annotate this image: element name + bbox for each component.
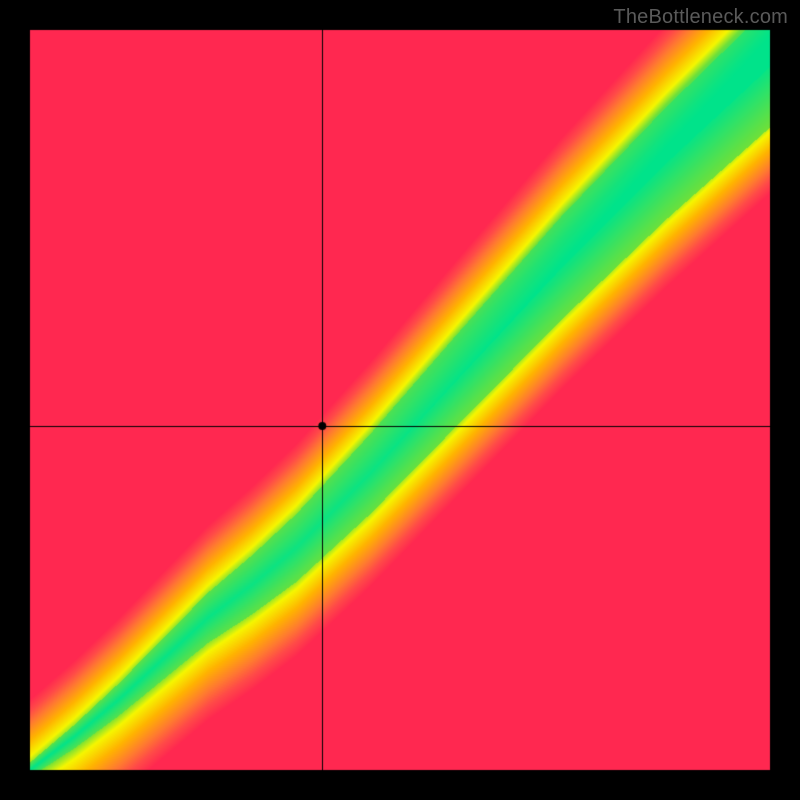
- heatmap-canvas: [0, 0, 800, 800]
- chart-container: TheBottleneck.com: [0, 0, 800, 800]
- watermark-text: TheBottleneck.com: [613, 6, 788, 29]
